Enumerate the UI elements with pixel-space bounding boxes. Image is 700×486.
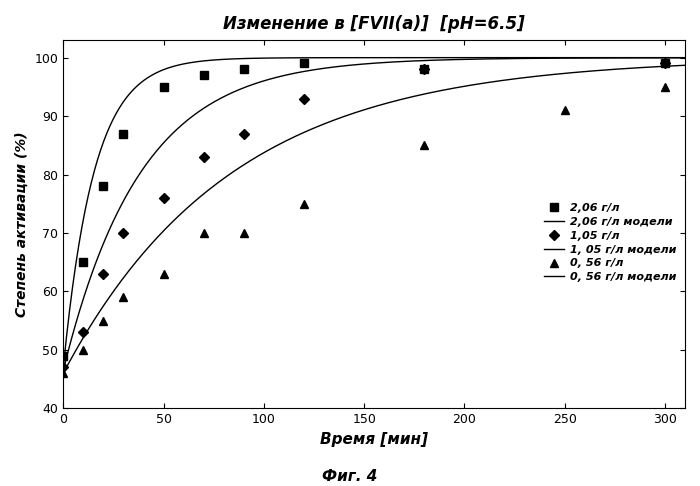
X-axis label: Время [мин]: Время [мин] [320, 432, 428, 447]
Line: 1, 05 г/л модели: 1, 05 г/л модели [63, 58, 685, 370]
0, 56 г/л [300, 201, 308, 207]
0, 56 г/л [561, 107, 569, 113]
1,05 г/л [99, 271, 108, 277]
2,06 г/л [119, 131, 127, 137]
Line: 1,05 г/л: 1,05 г/л [60, 60, 668, 371]
2,06 г/л [661, 61, 669, 67]
1, 05 г/л модели [681, 55, 690, 61]
1,05 г/л [160, 195, 168, 201]
Legend: 2,06 г/л, 2,06 г/л модели, 1,05 г/л, 1, 05 г/л модели, 0, 56 г/л, 0, 56 г/л моде: 2,06 г/л, 2,06 г/л модели, 1,05 г/л, 1, … [541, 200, 680, 286]
1, 05 г/л модели [426, 57, 434, 63]
1,05 г/л [79, 330, 88, 335]
2,06 г/л модели [527, 55, 536, 61]
0, 56 г/л модели [340, 113, 349, 119]
0, 56 г/л модели [169, 218, 178, 224]
2,06 г/л [199, 72, 208, 78]
0, 56 г/л [160, 271, 168, 277]
2,06 г/л [300, 61, 308, 67]
2,06 г/л [160, 84, 168, 90]
1, 05 г/л модели [527, 55, 536, 61]
2,06 г/л модели [681, 55, 690, 61]
2,06 г/л модели [169, 64, 178, 69]
2,06 г/л [239, 67, 248, 72]
1,05 г/л [59, 364, 67, 370]
2,06 г/л модели [340, 55, 349, 61]
Line: 0, 56 г/л модели: 0, 56 г/л модели [63, 65, 685, 373]
Line: 2,06 г/л модели: 2,06 г/л модели [63, 58, 685, 367]
0, 56 г/л модели [219, 176, 228, 182]
1, 05 г/л модели [59, 367, 67, 373]
Title: Изменение в [FVII(а)]  [pH=6.5]: Изменение в [FVII(а)] [pH=6.5] [223, 15, 525, 33]
2,06 г/л модели [59, 364, 67, 370]
1,05 г/л [420, 67, 428, 72]
0, 56 г/л [119, 295, 127, 300]
1,05 г/л [661, 61, 669, 67]
2,06 г/л [59, 353, 67, 359]
0, 56 г/л [420, 142, 428, 148]
Line: 2,06 г/л: 2,06 г/л [60, 60, 668, 360]
0, 56 г/л [239, 230, 248, 236]
1,05 г/л [199, 154, 208, 160]
0, 56 г/л [661, 84, 669, 90]
2,06 г/л модели [426, 55, 434, 61]
1, 05 г/л модели [340, 63, 349, 69]
1, 05 г/л модели [475, 56, 483, 62]
2,06 г/л [420, 67, 428, 72]
0, 56 г/л [79, 347, 88, 353]
0, 56 г/л [59, 370, 67, 376]
2,06 г/л модели [475, 55, 483, 61]
Line: 0, 56 г/л: 0, 56 г/л [60, 83, 668, 377]
1, 05 г/л модели [169, 130, 178, 136]
0, 56 г/л модели [527, 74, 536, 80]
0, 56 г/л модели [475, 81, 483, 87]
0, 56 г/л модели [426, 90, 434, 96]
1,05 г/л [300, 96, 308, 102]
2,06 г/л модели [219, 56, 228, 62]
0, 56 г/л [199, 230, 208, 236]
2,06 г/л [79, 259, 88, 265]
0, 56 г/л модели [59, 370, 67, 376]
1, 05 г/л модели [219, 94, 228, 100]
Y-axis label: Степень активации (%): Степень активации (%) [15, 131, 29, 317]
2,06 г/л [99, 183, 108, 189]
0, 56 г/л модели [681, 62, 690, 68]
1,05 г/л [119, 230, 127, 236]
0, 56 г/л [99, 318, 108, 324]
1,05 г/л [239, 131, 248, 137]
Text: Фиг. 4: Фиг. 4 [322, 469, 378, 484]
